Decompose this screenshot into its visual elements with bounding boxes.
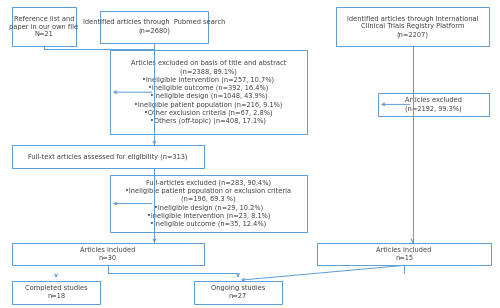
Text: Full-text articles assessed for eligibility (n=313): Full-text articles assessed for eligibil… xyxy=(28,153,188,160)
Text: Ongoing studies
n=27: Ongoing studies n=27 xyxy=(211,285,265,299)
FancyBboxPatch shape xyxy=(316,242,491,265)
Text: Articles excluded on basis of title and abstract
(n=2388, 89.1%)
•Ineligible int: Articles excluded on basis of title and … xyxy=(131,60,286,124)
Text: Reference list and
paper in our own file
N=21: Reference list and paper in our own file… xyxy=(9,16,78,37)
Text: Articles included
n=30: Articles included n=30 xyxy=(80,247,136,261)
FancyBboxPatch shape xyxy=(378,93,489,116)
Text: Full-articles excluded (n=283, 90.4%)
•Ineligible patient population or exclusio: Full-articles excluded (n=283, 90.4%) •I… xyxy=(126,180,292,227)
Text: Articles included
n=15: Articles included n=15 xyxy=(376,247,432,261)
FancyBboxPatch shape xyxy=(194,281,282,304)
FancyBboxPatch shape xyxy=(12,281,101,304)
FancyBboxPatch shape xyxy=(12,7,76,46)
Text: Completed studies
n=18: Completed studies n=18 xyxy=(24,285,88,299)
FancyBboxPatch shape xyxy=(110,50,307,134)
FancyBboxPatch shape xyxy=(100,10,208,43)
Text: Identified articles through  Pubmed search
(n=2680): Identified articles through Pubmed searc… xyxy=(83,19,226,34)
FancyBboxPatch shape xyxy=(12,145,203,168)
FancyBboxPatch shape xyxy=(336,7,489,46)
Text: Identified articles through International
Clinical Trials Registry Platform
(n=2: Identified articles through Internationa… xyxy=(347,16,478,38)
Text: Articles excluded
(n=2192, 99.3%): Articles excluded (n=2192, 99.3%) xyxy=(405,97,462,111)
FancyBboxPatch shape xyxy=(110,175,307,232)
FancyBboxPatch shape xyxy=(12,242,203,265)
